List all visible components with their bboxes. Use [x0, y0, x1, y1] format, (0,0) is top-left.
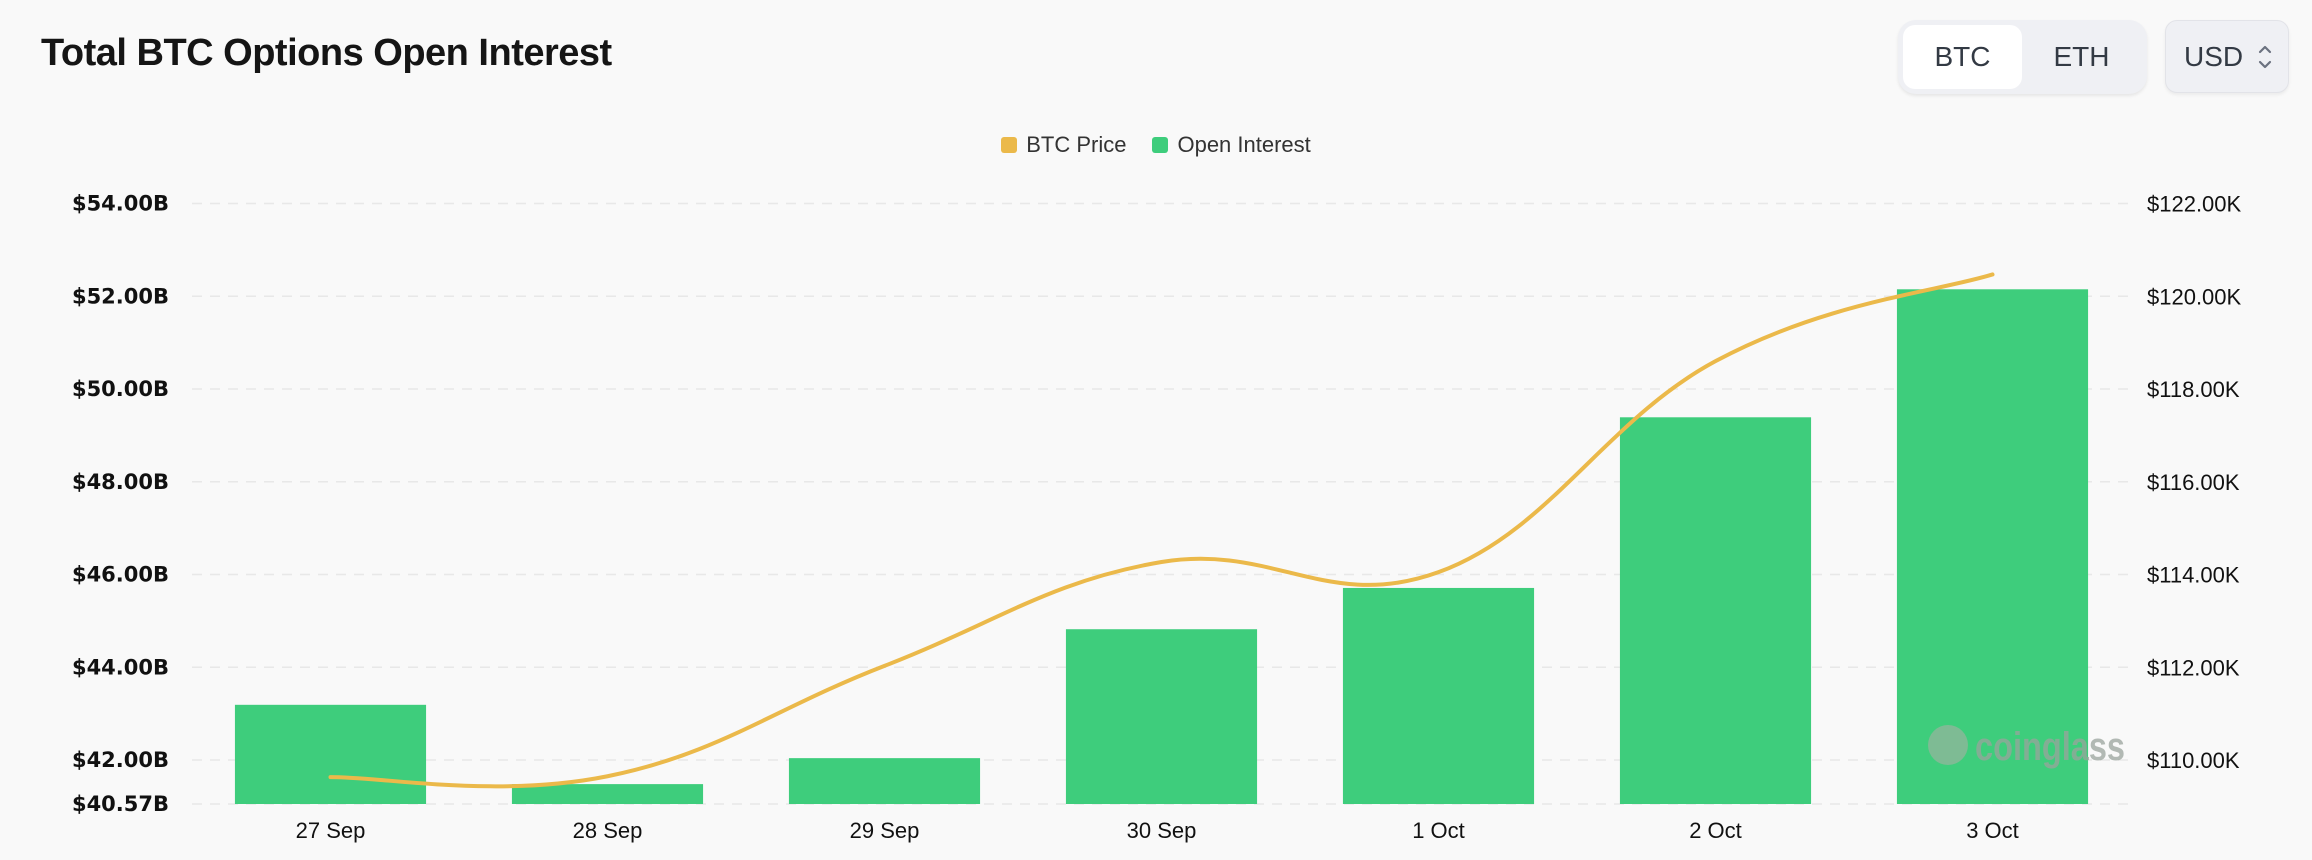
x-axis-tick: 29 Sep	[850, 818, 920, 843]
currency-value: USD	[2184, 40, 2244, 72]
legend-label: BTC Price	[1026, 132, 1127, 157]
asset-toggle: BTC ETH	[1898, 20, 2147, 94]
bar-open-interest	[1619, 417, 1812, 804]
line-btc-price	[328, 272, 1995, 789]
bar-open-interest	[788, 758, 981, 804]
right-axis-tick: $110.00K	[2147, 748, 2240, 773]
right-axis-tick: $116.00K	[2147, 470, 2240, 495]
right-axis-tick: $120.00K	[2147, 284, 2242, 309]
x-axis-tick: 28 Sep	[573, 818, 643, 843]
asset-eth-button[interactable]: ETH	[2053, 41, 2110, 72]
left-axis-tick: $50.00B	[72, 377, 169, 401]
legend-open-interest[interactable]: Open Interest	[1152, 132, 1311, 158]
left-axis-tick: $46.00B	[72, 563, 169, 587]
currency-select[interactable]: USD	[2165, 20, 2289, 93]
legend-swatch	[1001, 137, 1018, 153]
watermark-logo: coinglass	[1975, 725, 2125, 769]
chart-legend: BTC Price Open Interest	[0, 132, 2312, 158]
right-axis-tick: $114.00K	[2147, 563, 2240, 588]
bar-open-interest	[1342, 587, 1535, 804]
bar-open-interest	[1065, 629, 1258, 804]
bar-open-interest	[234, 704, 427, 804]
watermark-icon	[1928, 725, 1968, 765]
asset-btc-button[interactable]: BTC	[1903, 25, 2022, 89]
x-axis-tick: 3 Oct	[1966, 818, 2019, 843]
x-axis-tick: 1 Oct	[1412, 818, 1465, 843]
right-axis-tick: $122.00K	[2147, 192, 2242, 217]
x-axis-tick: 27 Sep	[296, 818, 366, 843]
left-axis-tick: $44.00B	[72, 655, 169, 679]
legend-swatch	[1152, 137, 1169, 153]
left-axis-tick: $48.00B	[72, 470, 169, 494]
right-axis-tick: $118.00K	[2147, 377, 2240, 402]
legend-btc-price[interactable]: BTC Price	[1001, 132, 1126, 158]
x-axis-tick: 30 Sep	[1127, 818, 1197, 843]
page-title: Total BTC Options Open Interest	[41, 32, 612, 74]
left-axis-tick: $54.00B	[72, 192, 169, 216]
left-axis-min-tick: $40.57B	[72, 792, 169, 816]
bar-open-interest	[1896, 289, 2089, 804]
right-axis-tick: $112.00K	[2147, 655, 2240, 680]
x-axis-tick: 2 Oct	[1689, 818, 1742, 843]
left-axis-tick: $42.00B	[72, 748, 169, 772]
chevron-up-down-icon	[2257, 43, 2273, 71]
bar-open-interest	[511, 784, 704, 804]
left-axis-tick: $52.00B	[72, 284, 169, 308]
legend-label: Open Interest	[1177, 132, 1311, 157]
